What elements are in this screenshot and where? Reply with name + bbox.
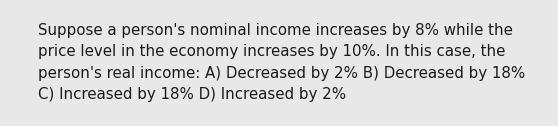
Text: Suppose a person's nominal income increases by 8% while the
price level in the e: Suppose a person's nominal income increa… xyxy=(38,23,525,102)
